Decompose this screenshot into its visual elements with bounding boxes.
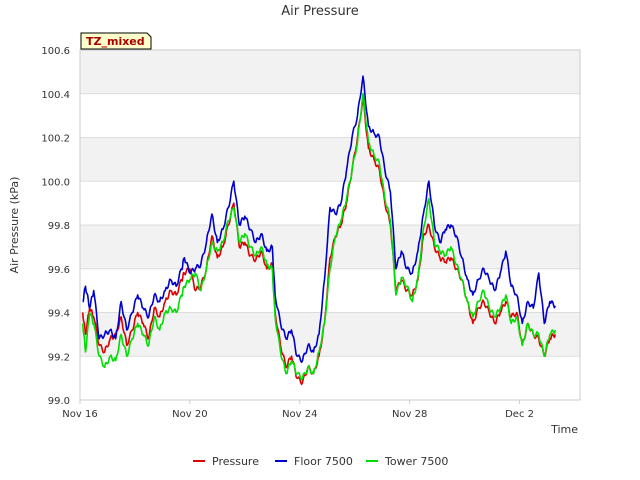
x-tick-label: Nov 28 <box>392 409 427 420</box>
series-line-floor-7500 <box>82 75 557 364</box>
annotation-label: TZ_mixed <box>86 35 145 48</box>
plot-band <box>80 93 580 138</box>
y-axis-label: Air Pressure (kPa) <box>8 177 21 274</box>
series-lines <box>81 75 557 386</box>
y-tick-label: 100.0 <box>41 177 70 188</box>
y-tick-label: 99.4 <box>48 309 70 320</box>
annotation-box-shape <box>80 32 152 50</box>
plot-band <box>80 356 580 400</box>
y-tick-label: 99.2 <box>48 352 70 363</box>
x-tick-label: Nov 16 <box>62 409 97 420</box>
plot-band <box>80 181 580 225</box>
x-tick-label: Nov 24 <box>282 409 317 420</box>
y-tick-label: 100.2 <box>41 134 70 145</box>
legend-label: Tower 7500 <box>384 455 448 468</box>
legend: Pressure Floor 7500 Tower 7500 <box>193 455 448 468</box>
plot-band <box>80 137 580 182</box>
series-line-tower-7500 <box>81 92 557 381</box>
annotation-box: TZ_mixed <box>80 32 152 50</box>
x-tick-label: Dec 2 <box>505 409 534 420</box>
y-tick-label: 99.0 <box>48 396 70 407</box>
x-axis-ticks: Nov 16 Nov 20 Nov 24 Nov 28 Dec 2 <box>62 400 534 420</box>
y-tick-label: 100.4 <box>41 90 70 101</box>
x-axis-label: Time <box>550 423 578 436</box>
plot-area-frame <box>79 49 581 401</box>
y-tick-label: 99.6 <box>48 265 70 276</box>
y-tick-label: 99.8 <box>48 221 70 232</box>
legend-label: Pressure <box>212 455 259 468</box>
legend-label: Floor 7500 <box>294 455 353 468</box>
x-tick-label: Nov 20 <box>172 409 207 420</box>
y-tick-label: 100.6 <box>41 46 70 57</box>
plot-band <box>80 50 580 94</box>
y-axis-ticks: 99.0 99.2 99.4 99.6 99.8 100.0 100.2 100.4 100.6 <box>41 46 70 407</box>
chart-title: Air Pressure <box>281 4 359 19</box>
